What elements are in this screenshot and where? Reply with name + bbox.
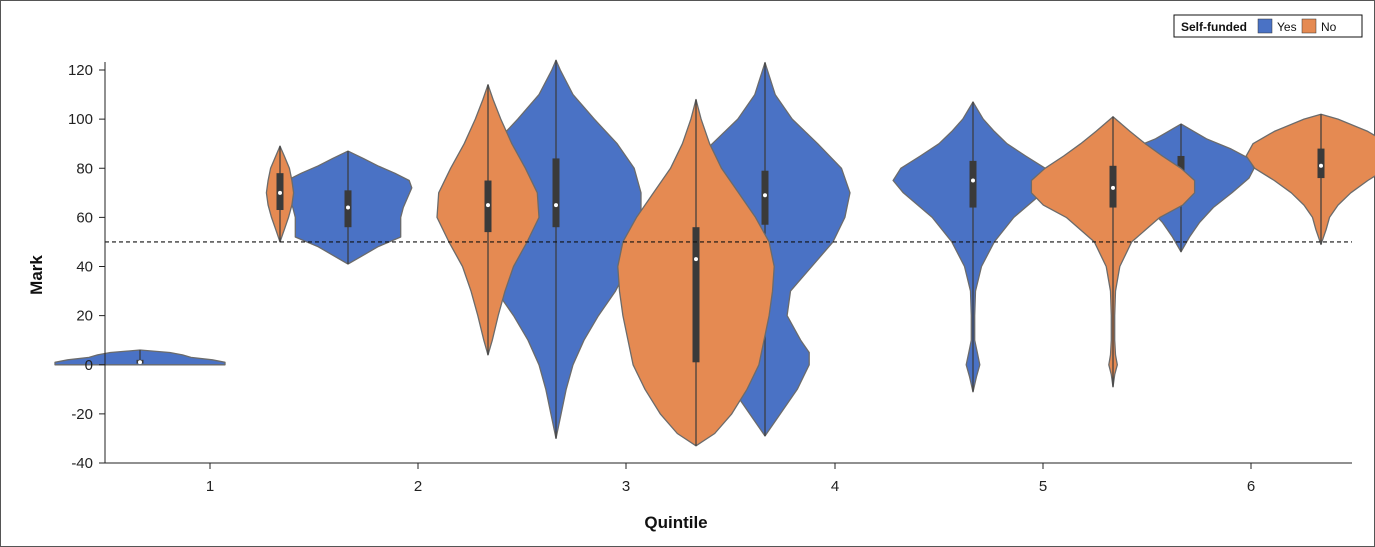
axes-layer: -40 -20 0 20 40 60 80 100 120 1 2 3 4 5 6	[68, 62, 1352, 495]
y-tick-label: 0	[85, 357, 93, 374]
x-tick-label: 1	[206, 478, 214, 495]
x-axis-title: Quintile	[644, 513, 707, 532]
median-dot-yes-q2	[346, 205, 350, 210]
violin-layer	[54, 59, 1375, 447]
median-dot-yes-q1	[138, 360, 142, 365]
legend-swatch-no	[1301, 18, 1317, 34]
y-tick-label: 80	[76, 160, 93, 177]
median-dot-yes-q4	[763, 193, 767, 198]
x-tick-label: 2	[414, 478, 422, 495]
median-dot-no-q3	[694, 257, 698, 262]
y-axis-title: Mark	[27, 255, 46, 295]
iqr-box-no-q6	[1317, 148, 1325, 179]
y-tick-label: -40	[71, 455, 93, 472]
median-dot-yes-q3	[554, 203, 558, 208]
iqr-box-yes-q3	[552, 158, 560, 228]
x-tick-label: 5	[1039, 478, 1047, 495]
legend-label-no: No	[1321, 20, 1337, 34]
legend-label-yes: Yes	[1277, 20, 1297, 34]
x-tick-label: 4	[831, 478, 839, 495]
iqr-box-yes-q5	[969, 160, 977, 208]
median-dot-no-q6	[1319, 163, 1323, 168]
median-dot-yes-q5	[971, 178, 975, 183]
y-tick-label: -20	[71, 406, 93, 423]
y-tick-label: 40	[76, 259, 93, 276]
y-tick-label: 120	[68, 62, 93, 79]
violin-no-q6	[1245, 113, 1375, 246]
y-tick-label: 100	[68, 111, 93, 128]
median-dot-no-q2	[486, 203, 490, 208]
legend-swatch-yes	[1257, 18, 1273, 34]
x-tick-label: 3	[622, 478, 630, 495]
iqr-box-yes-q4	[761, 170, 769, 225]
median-dot-no-q5	[1111, 185, 1115, 190]
iqr-box-no-q3	[692, 227, 700, 363]
median-dot-no-q1	[278, 190, 282, 195]
y-tick-label: 60	[76, 209, 93, 226]
legend: Self-funded Yes No	[1173, 14, 1363, 38]
x-tick-label: 6	[1247, 478, 1255, 495]
y-tick-label: 20	[76, 308, 93, 325]
legend-title: Self-funded	[1181, 20, 1247, 34]
